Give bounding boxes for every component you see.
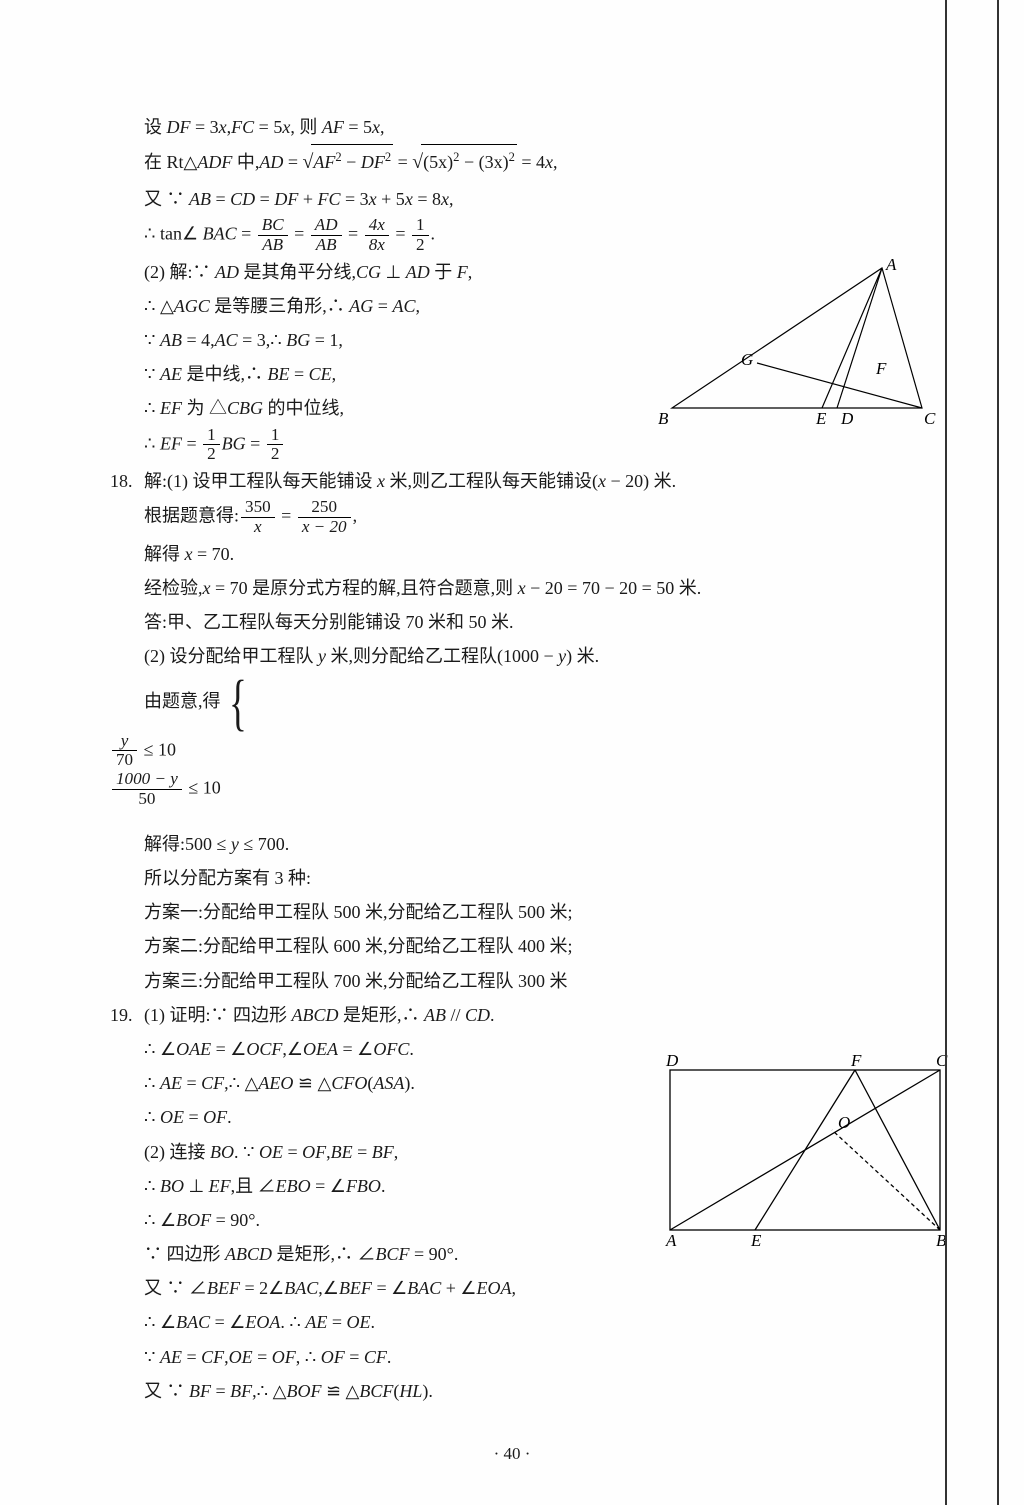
figure-rectangle: D C A B E F O — [660, 1060, 960, 1256]
svg-text:F: F — [850, 1051, 862, 1070]
svg-text:A: A — [665, 1231, 677, 1250]
svg-text:D: D — [665, 1051, 679, 1070]
svg-text:E: E — [750, 1231, 762, 1250]
svg-text:A: A — [885, 255, 897, 274]
scan-line — [997, 0, 999, 1505]
svg-text:G: G — [741, 350, 753, 369]
svg-text:E: E — [815, 409, 827, 428]
svg-text:B: B — [658, 409, 669, 428]
figure-triangle: A B C E D G F — [662, 268, 942, 439]
page-number: · 40 · — [0, 1438, 1024, 1470]
svg-text:F: F — [875, 359, 887, 378]
scan-line — [945, 0, 947, 1505]
problem-18: 18. — [110, 464, 144, 498]
svg-text:O: O — [838, 1113, 850, 1132]
problem-19: 19. — [110, 998, 144, 1032]
svg-text:D: D — [840, 409, 854, 428]
svg-text:C: C — [924, 409, 936, 428]
